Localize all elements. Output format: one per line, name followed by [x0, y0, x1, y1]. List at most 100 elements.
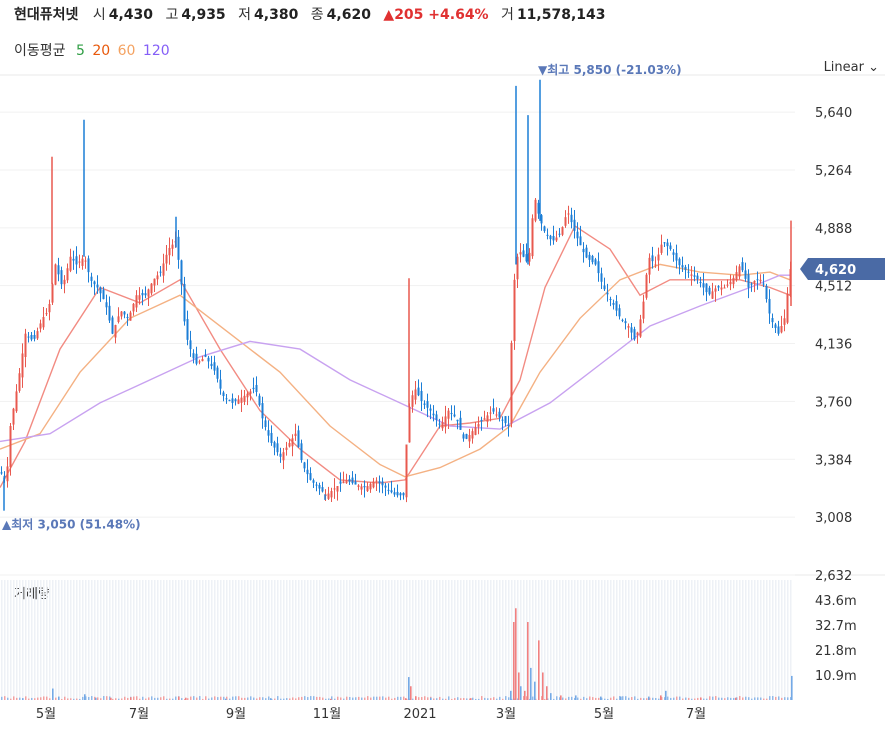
volume-bar: [112, 698, 114, 700]
candle-body: [777, 326, 780, 334]
candle-body: [243, 395, 246, 402]
volume-bar: [97, 697, 99, 700]
volume-bar: [445, 698, 447, 700]
candle-body: [258, 395, 261, 406]
volume-bar: [70, 698, 72, 700]
volume-bar-background: [523, 580, 525, 700]
volume-bar: [397, 696, 399, 700]
volume-bar-background: [685, 580, 687, 700]
volume-bar: [10, 698, 12, 700]
volume-bar-background: [664, 580, 666, 700]
volume-bar: [67, 698, 69, 700]
candle-body: [267, 430, 270, 436]
candle-body: [753, 280, 756, 283]
volume-bar-background: [496, 580, 498, 700]
candle-body: [618, 308, 621, 317]
candle-body: [621, 319, 624, 321]
volume-bar-background: [148, 580, 150, 700]
volume-bar-background: [646, 580, 648, 700]
volume-bar: [280, 698, 282, 700]
volume-bar: [688, 697, 690, 700]
x-tick-label: 7월: [686, 707, 706, 722]
volume-bar-background: [547, 580, 549, 700]
volume-bar-background: [379, 580, 381, 700]
y-tick-label: 4,888: [815, 222, 852, 237]
volume-bar-background: [334, 580, 336, 700]
candle-body: [456, 419, 459, 422]
volume-bar: [136, 696, 138, 700]
scale-select[interactable]: Linear ⌄: [823, 60, 879, 75]
volume-bar: [166, 698, 168, 700]
max-price-annotation: ▼최고 5,850 (-21.03%): [538, 62, 682, 77]
volume-bar: [91, 696, 93, 700]
volume-bar: [478, 698, 480, 700]
ma-20-label[interactable]: 20: [92, 43, 111, 59]
volume-bar-background: [169, 580, 171, 700]
volume-bar: [25, 696, 27, 700]
volume-bar-background: [343, 580, 345, 700]
volume-bar: [40, 697, 42, 700]
candle-body: [465, 433, 468, 439]
ma-5-label[interactable]: 5: [75, 43, 85, 59]
volume-bar: [301, 696, 303, 700]
volume-bar: [205, 696, 207, 700]
candle-body: [381, 481, 384, 486]
volume-bar: [388, 696, 390, 700]
volume-bar: [463, 698, 465, 700]
volume-bar: [532, 696, 534, 700]
volume-bar: [370, 697, 372, 700]
candle-body: [759, 279, 762, 282]
volume-bar-background: [652, 580, 654, 700]
volume-bar: [679, 696, 681, 700]
volume-bar-background: [136, 580, 138, 700]
volume-bar: [676, 696, 678, 700]
candle-body: [27, 336, 30, 338]
volume-bar-background: [544, 580, 546, 700]
volume-bar-background: [457, 580, 459, 700]
volume-bar-background: [196, 580, 198, 700]
volume-bar: [49, 698, 51, 700]
volume-bar: [568, 696, 570, 700]
candle-body: [528, 252, 531, 262]
volume-bar-background: [718, 580, 720, 700]
volume-bar: [349, 697, 351, 700]
volume-bar-background: [373, 580, 375, 700]
volume-bar: [367, 696, 369, 700]
volume-bar-background: [217, 580, 219, 700]
volume-bar: [424, 696, 426, 700]
volume-bar-background: [499, 580, 501, 700]
volume-bar-background: [349, 580, 351, 700]
ma-60-label[interactable]: 60: [117, 43, 136, 59]
volume-bar-background: [757, 580, 759, 700]
candle-body: [186, 319, 189, 340]
volume-bar-background: [76, 580, 78, 700]
volume-bar: [760, 697, 762, 700]
volume-bar-background: [199, 580, 201, 700]
ma-120-label[interactable]: 120: [142, 43, 170, 59]
candle-body: [297, 430, 300, 447]
candle-body: [636, 332, 639, 335]
candle-body: [531, 218, 534, 257]
high-label: 고: [165, 7, 179, 23]
volume-spike: [410, 686, 412, 700]
volume-bar-background: [583, 580, 585, 700]
low-label: 저: [238, 7, 252, 23]
volume-bar-background: [601, 580, 603, 700]
volume-bar-background: [85, 580, 87, 700]
volume-bar-background: [370, 580, 372, 700]
volume-bar: [16, 697, 18, 700]
volume-bar-background: [715, 580, 717, 700]
volume-bar-background: [100, 580, 102, 700]
volume-bar: [643, 698, 645, 700]
candle-body: [612, 303, 615, 305]
volume-spike: [542, 672, 544, 700]
candle-body: [762, 283, 765, 285]
volume-bar: [736, 697, 738, 700]
candle-body: [726, 284, 729, 286]
volume-bar: [490, 698, 492, 700]
volume-bar-background: [307, 580, 309, 700]
volume-bar: [661, 697, 663, 700]
volume-bar: [649, 697, 651, 700]
volume-bar: [619, 696, 621, 700]
